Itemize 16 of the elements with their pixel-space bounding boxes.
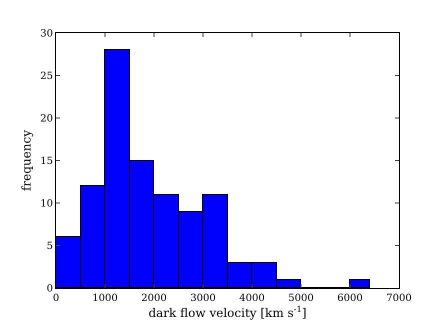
x-tick-label: 1000 — [92, 293, 118, 304]
y-tick-label: 30 — [40, 28, 53, 40]
x-tick-label: 4000 — [239, 293, 265, 304]
y-axis-title: frequency — [20, 130, 34, 192]
x-tick-label: 6000 — [337, 293, 363, 304]
x-tick-label: 7000 — [386, 293, 412, 304]
x-tick-label: 3000 — [190, 293, 216, 304]
y-tick-label: 20 — [40, 114, 53, 124]
x-axis-title: dark flow velocity [km s$^{-1}$] — [148, 304, 307, 320]
y-tick-label: 0 — [46, 284, 53, 294]
y-tick-label: 15 — [40, 156, 53, 167]
x-tick-label: 2000 — [141, 293, 167, 304]
y-tick-label: 5 — [46, 241, 53, 252]
y-tick-label: 25 — [40, 71, 53, 82]
x-tick-label: 5000 — [288, 293, 314, 304]
y-tick-label: 10 — [40, 198, 53, 210]
